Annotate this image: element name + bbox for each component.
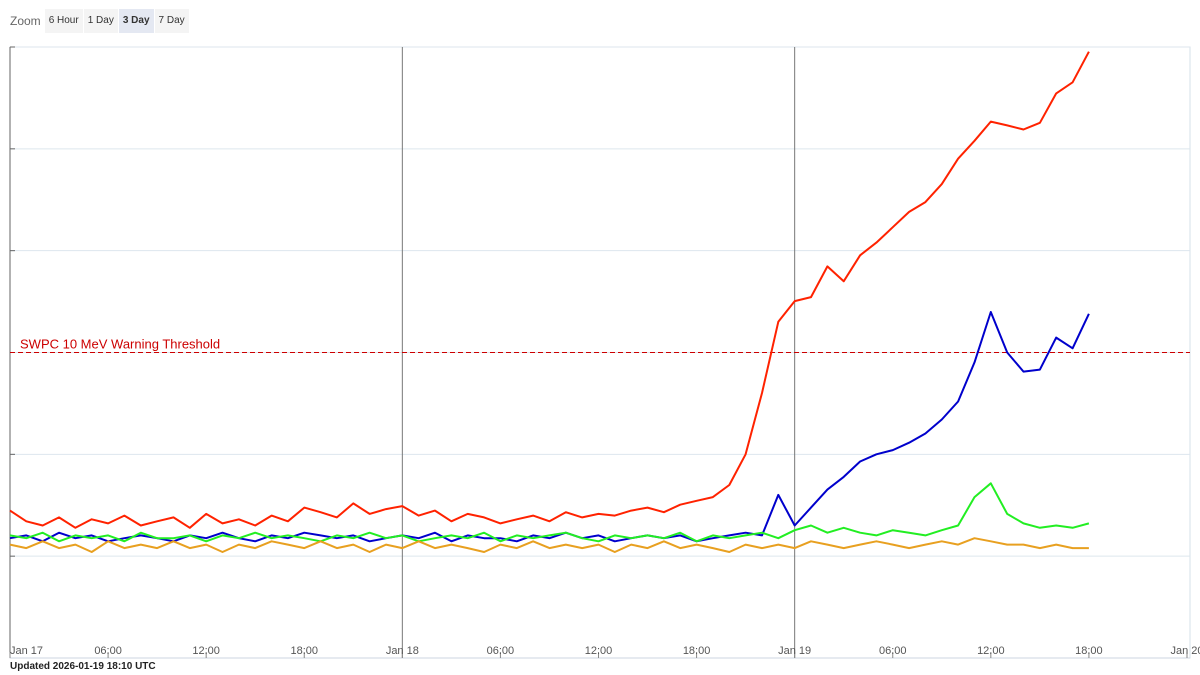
x-tick-label: Jan 17 — [10, 645, 43, 657]
x-tick-label: 06:00 — [487, 645, 515, 657]
x-tick-label: 18:00 — [1075, 645, 1103, 657]
series-line — [9, 51, 1090, 529]
x-tick-label: 12:00 — [977, 645, 1005, 657]
x-tick-label: 12:00 — [192, 645, 220, 657]
x-tick-label: Jan 19 — [778, 645, 811, 657]
footer: Updated 2026-01-19 18:10 UTC — [10, 661, 156, 672]
zoom-button[interactable]: 3 Day — [118, 9, 154, 33]
threshold-label: SWPC 10 MeV Warning Threshold — [20, 337, 220, 352]
series-line — [9, 482, 1090, 543]
x-tick-label: 06:00 — [94, 645, 122, 657]
zoom-toolbar: Zoom 6 Hour 1 Day 3 Day 7 Day — [10, 9, 190, 33]
x-tick-label: 12:00 — [585, 645, 613, 657]
x-tick-label: Jan 20 — [1170, 645, 1200, 657]
zoom-button[interactable]: 1 Day — [83, 9, 118, 33]
x-tick-label: 18:00 — [290, 645, 318, 657]
x-tick-label: 18:00 — [683, 645, 711, 657]
zoom-button[interactable]: 6 Hour — [44, 9, 83, 33]
x-tick-label: 06:00 — [879, 645, 907, 657]
series-line — [9, 537, 1089, 553]
zoom-label: Zoom — [10, 14, 41, 28]
chart: Jan 17 06:00 12:00 18:00 Jan 18 06:00 12:00 18:… — [9, 46, 1200, 659]
x-tick-label: Jan 18 — [386, 645, 419, 657]
zoom-button[interactable]: 7 Day — [154, 9, 189, 33]
